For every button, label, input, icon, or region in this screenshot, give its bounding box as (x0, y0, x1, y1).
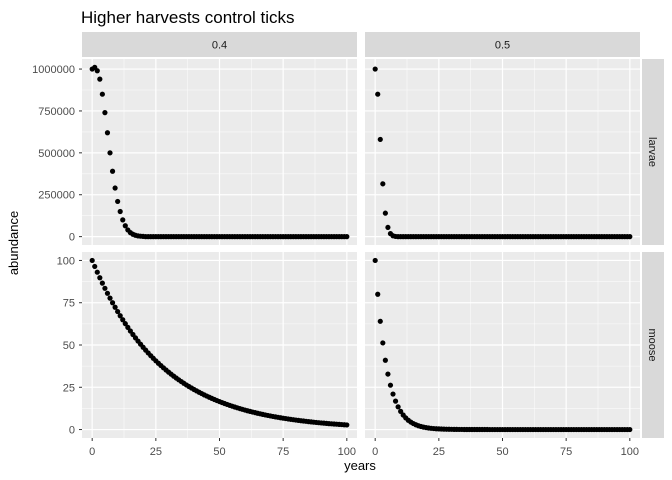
facet-strip-right (642, 59, 664, 245)
data-point (392, 398, 399, 404)
x-axis-title: years (344, 458, 376, 473)
y-tick-label: 500000 (38, 148, 75, 160)
data-point (344, 234, 350, 240)
facet-panels: 0.4 0.5larvaemoose02500005000007500001000… (32, 32, 664, 458)
data-point (377, 318, 383, 324)
data-point (89, 257, 95, 264)
y-tick-label: 0 (69, 232, 75, 244)
data-point (125, 324, 131, 330)
data-point (375, 91, 381, 97)
y-tick-label: 25 (63, 382, 75, 394)
data-point (107, 295, 113, 301)
data-point (115, 198, 121, 205)
data-point (382, 210, 388, 216)
data-point (122, 321, 128, 327)
data-point (102, 285, 108, 291)
x-tick-label: 100 (338, 446, 356, 458)
data-point (99, 91, 105, 97)
facet-panel (365, 252, 640, 438)
y-tick-label: 100 (57, 255, 75, 267)
data-point (97, 275, 103, 281)
data-point (385, 371, 391, 377)
data-point (372, 66, 378, 72)
y-tick-label: 750000 (38, 106, 75, 118)
x-tick-label: 25 (150, 446, 162, 458)
data-point (398, 408, 404, 414)
data-point (387, 382, 394, 388)
facet-strip-right (642, 252, 664, 438)
y-tick-label: 0 (69, 425, 75, 437)
x-tick-label: 0 (89, 446, 95, 458)
x-tick-label: 25 (433, 446, 445, 458)
data-point (115, 308, 121, 315)
data-point (627, 234, 633, 240)
x-tick-label: 50 (213, 446, 225, 458)
data-point (385, 224, 391, 231)
data-point (104, 130, 111, 136)
data-point (382, 357, 388, 363)
data-point (92, 263, 98, 270)
data-point (104, 290, 111, 296)
data-point (112, 304, 118, 310)
data-point (380, 181, 386, 187)
facet-strip-top (82, 32, 357, 57)
data-point (380, 340, 386, 346)
data-point (109, 300, 116, 306)
data-point (117, 208, 123, 215)
data-point (395, 404, 401, 410)
x-tick-label: 75 (560, 446, 572, 458)
data-point (375, 291, 381, 297)
data-point (390, 391, 396, 397)
y-tick-label: 1000000 (32, 64, 75, 76)
facet-panel (82, 59, 357, 245)
data-point (117, 313, 123, 319)
data-point (94, 68, 100, 74)
data-point (109, 168, 116, 174)
y-tick-label: 75 (63, 298, 75, 310)
data-point (344, 422, 350, 428)
y-tick-label: 50 (63, 340, 75, 352)
x-tick-label: 100 (621, 446, 639, 458)
x-tick-label: 75 (277, 446, 289, 458)
facet-strip-label: moose (646, 328, 658, 361)
data-point (372, 257, 378, 264)
data-point (627, 426, 633, 433)
data-point (120, 217, 126, 223)
data-point (107, 150, 113, 156)
facet-panel (365, 59, 640, 245)
x-tick-label: 50 (496, 446, 508, 458)
facet-strip-label: larvae (646, 137, 658, 167)
chart-title: Higher harvests control ticks (81, 8, 295, 27)
data-point (97, 76, 103, 82)
data-point (102, 110, 108, 116)
x-tick-label: 0 (372, 446, 378, 458)
data-point (94, 269, 100, 275)
facet-strip-top (365, 32, 640, 57)
y-axis-title: abundance (6, 211, 21, 275)
data-point (112, 185, 118, 191)
facet-strip-label: 0.5 (495, 40, 510, 52)
y-tick-label: 250000 (38, 190, 75, 202)
facet-strip-label: 0.4 (212, 40, 227, 52)
facet-panel (82, 252, 357, 438)
data-point (99, 280, 105, 286)
data-point (120, 317, 126, 323)
data-point (122, 223, 128, 229)
data-point (377, 136, 383, 143)
